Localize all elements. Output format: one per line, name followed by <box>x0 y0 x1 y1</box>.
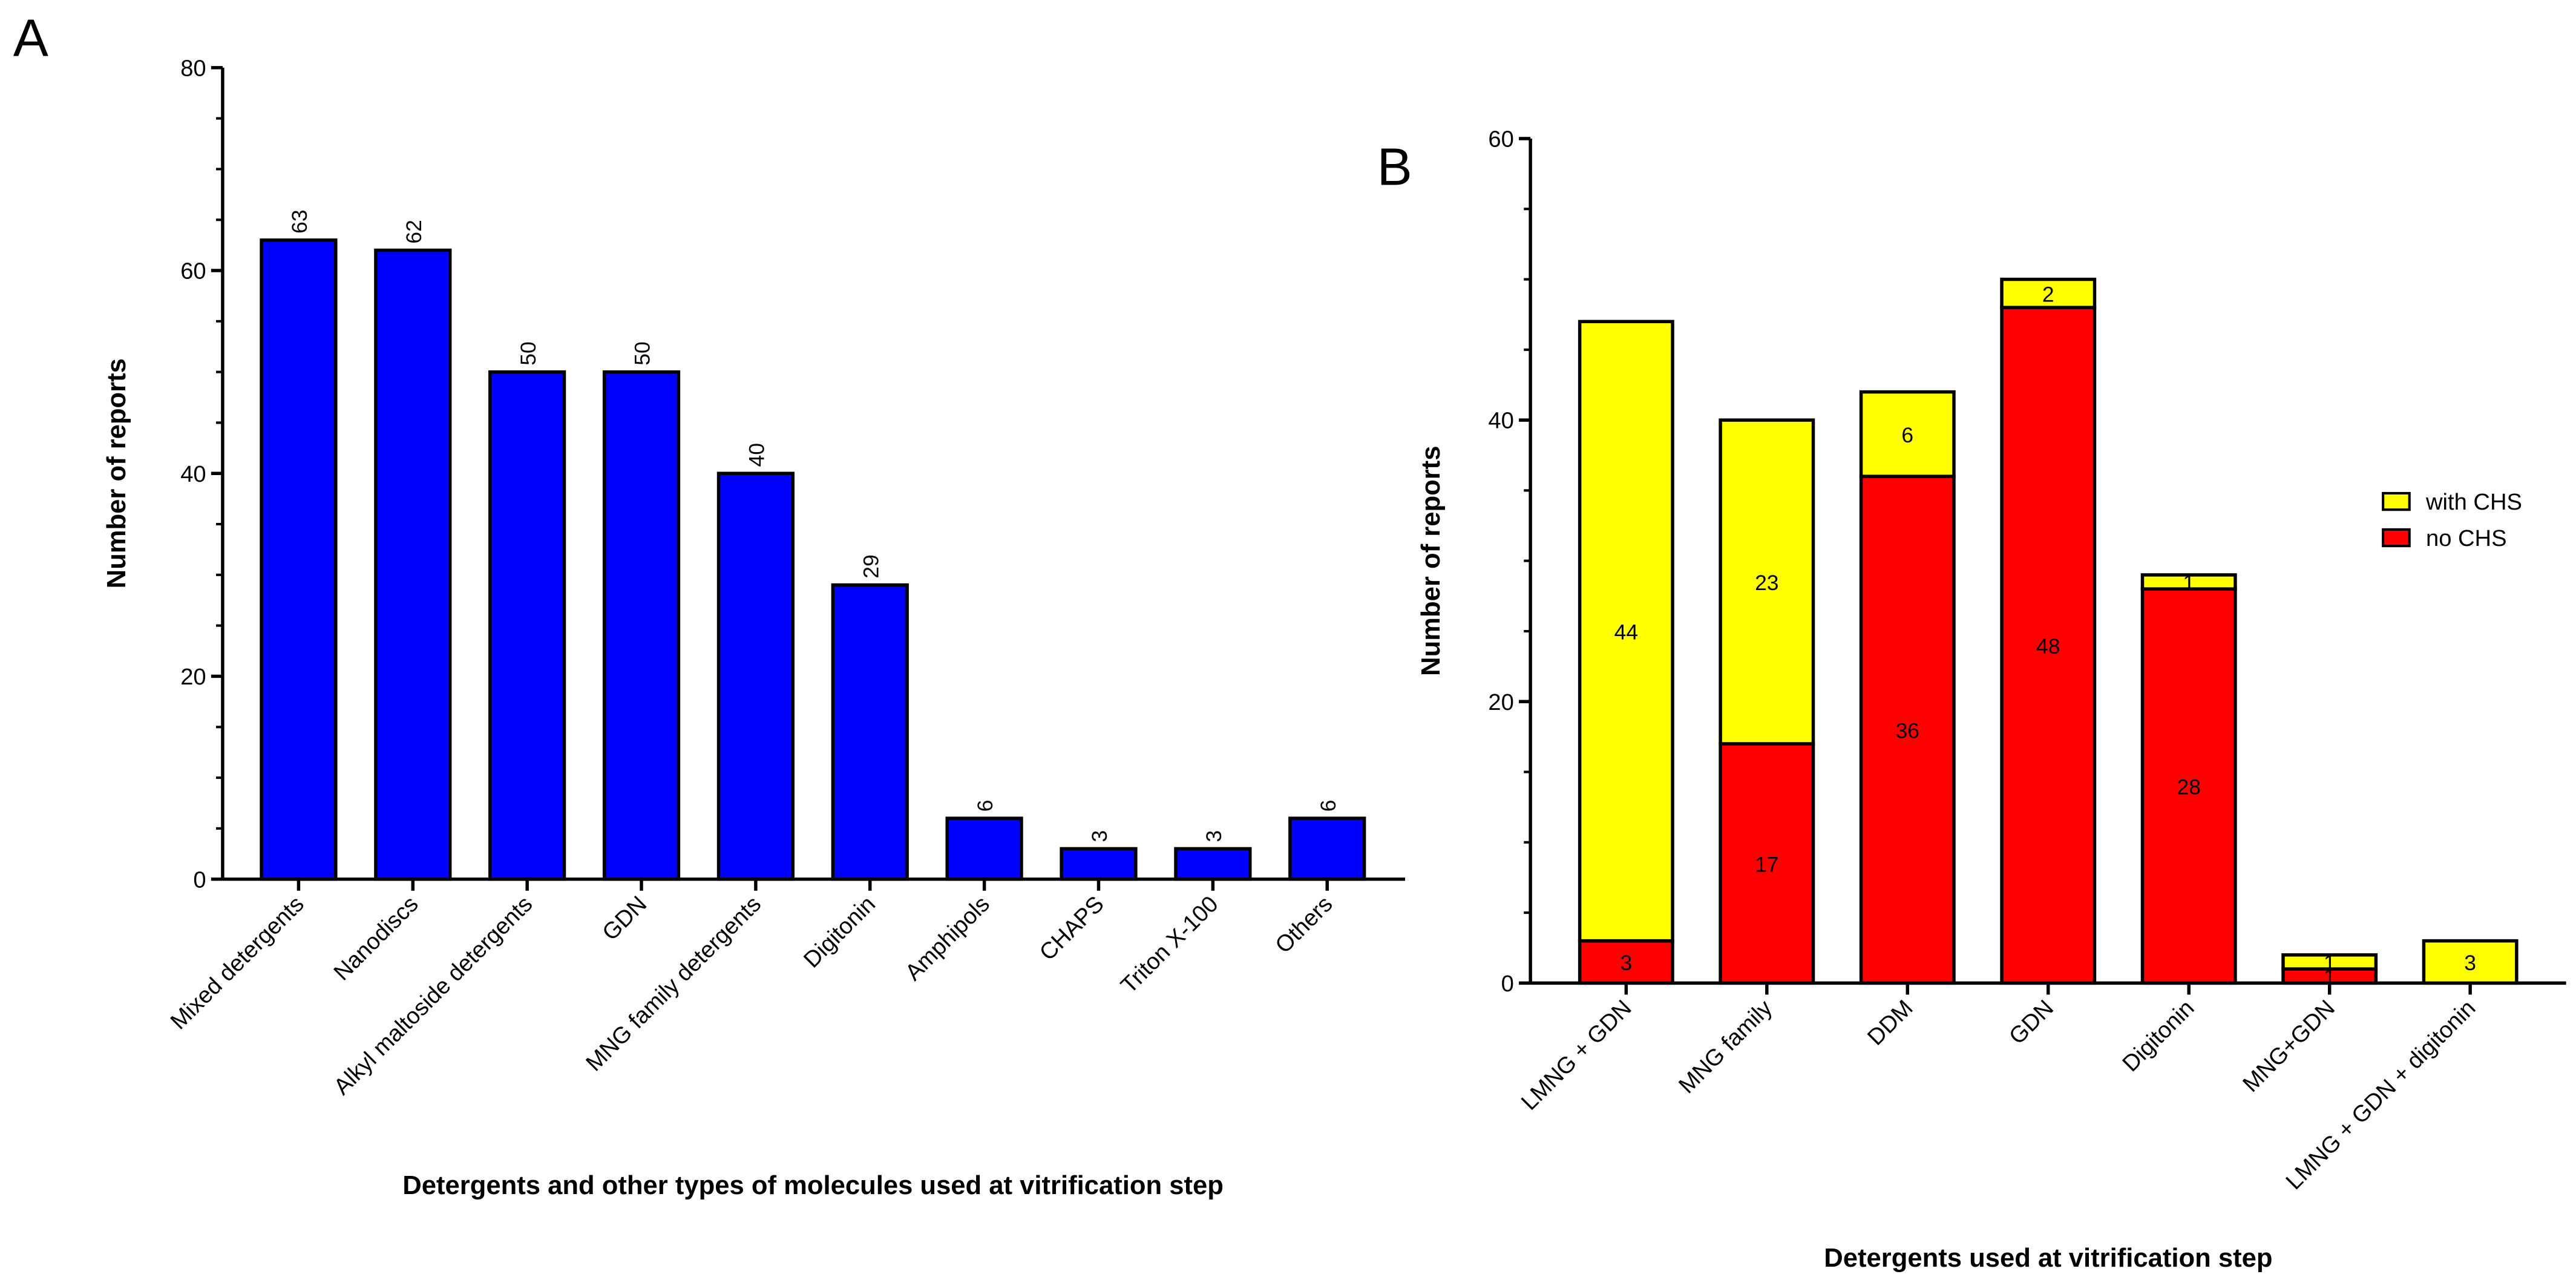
value-label: 1 <box>2183 571 2195 595</box>
bar-segment <box>1578 320 1674 943</box>
value-label: 2 <box>2042 282 2054 306</box>
value-label: 23 <box>1755 571 1778 595</box>
bar <box>1174 847 1252 881</box>
value-label: 3 <box>2464 951 2476 975</box>
y-axis-title: Number of reports <box>1417 446 1446 676</box>
y-axis-title: Number of reports <box>102 358 131 588</box>
x-tick-label: DDM <box>1863 995 1918 1051</box>
value-label: 29 <box>859 554 883 578</box>
bar <box>831 583 909 881</box>
y-tick-label: 40 <box>1488 408 1513 434</box>
value-label: 17 <box>1755 852 1778 876</box>
x-tick-label: CHAPS <box>1034 891 1109 965</box>
legend-swatch <box>2382 491 2411 511</box>
x-tick-label: GDN <box>597 891 652 945</box>
bar-segment <box>1719 742 1815 985</box>
x-tick-label: LMNG + GDN <box>1516 995 1637 1115</box>
legend-label: with CHS <box>2425 489 2522 515</box>
bar-segment <box>2140 573 2237 591</box>
x-tick-label: GDN <box>2004 995 2059 1049</box>
value-label: 50 <box>631 341 655 365</box>
bar-segment <box>2422 939 2519 985</box>
x-tick-label: Alkyl maltoside detergents <box>329 891 537 1100</box>
bar-segment <box>2000 277 2097 309</box>
x-tick-label: Others <box>1270 891 1337 958</box>
bar <box>716 471 795 881</box>
y-tick-label: 60 <box>180 258 206 284</box>
y-tick-label: 0 <box>193 867 206 893</box>
y-tick-label: 60 <box>1488 126 1513 153</box>
value-label: 48 <box>2036 634 2060 658</box>
value-label: 44 <box>1614 620 1638 645</box>
value-label: 62 <box>402 220 426 243</box>
bar-segment <box>1719 418 1815 746</box>
value-label: 6 <box>973 800 997 812</box>
x-tick-label: Amphipols <box>900 891 995 985</box>
legend-label: no CHS <box>2426 525 2507 551</box>
y-tick-label: 40 <box>180 461 206 487</box>
panel-label: B <box>1377 137 1412 196</box>
bar <box>602 370 681 881</box>
x-tick-label: Mixed detergents <box>165 891 309 1034</box>
value-label: 1 <box>2324 951 2336 975</box>
value-label: 40 <box>745 443 769 467</box>
x-axis-title: Detergents used at vitrification step <box>1824 1244 2272 1273</box>
bar-segment <box>2000 306 2097 985</box>
bar-segment <box>2140 587 2237 985</box>
bar <box>945 816 1023 881</box>
bar <box>374 248 452 881</box>
y-tick-label: 20 <box>180 664 206 690</box>
x-tick-label: Digitonin <box>2117 995 2199 1077</box>
bar <box>260 238 338 881</box>
legend-swatch <box>2382 528 2411 548</box>
x-tick-label: Triton X-100 <box>1116 891 1224 999</box>
x-tick-label: Nanodiscs <box>329 891 423 985</box>
value-label: 36 <box>1896 718 1919 743</box>
value-label: 63 <box>287 209 312 233</box>
value-label: 50 <box>516 341 540 365</box>
x-tick-label: Digitonin <box>799 891 880 973</box>
bar-segment <box>2281 953 2378 971</box>
value-label: 3 <box>1620 951 1632 975</box>
y-tick-label: 0 <box>1501 971 1514 997</box>
y-tick-label: 80 <box>180 55 206 81</box>
panel-label: A <box>13 9 48 68</box>
value-label: 3 <box>1087 830 1112 842</box>
bar-segment <box>1859 390 1956 478</box>
bar <box>1060 847 1138 881</box>
x-axis-title: Detergents and other types of molecules … <box>402 1171 1224 1200</box>
value-label: 6 <box>1901 423 1913 447</box>
bar <box>488 370 566 881</box>
value-label: 28 <box>2177 775 2201 799</box>
x-tick-label: MNG family <box>1674 995 1777 1098</box>
value-label: 1 <box>2324 965 2336 989</box>
y-tick-label: 20 <box>1488 689 1513 715</box>
bar <box>1288 816 1366 881</box>
value-label: 6 <box>1316 800 1340 812</box>
x-tick-label: MNG+GDN <box>2238 995 2340 1097</box>
value-label: 3 <box>1202 830 1226 842</box>
